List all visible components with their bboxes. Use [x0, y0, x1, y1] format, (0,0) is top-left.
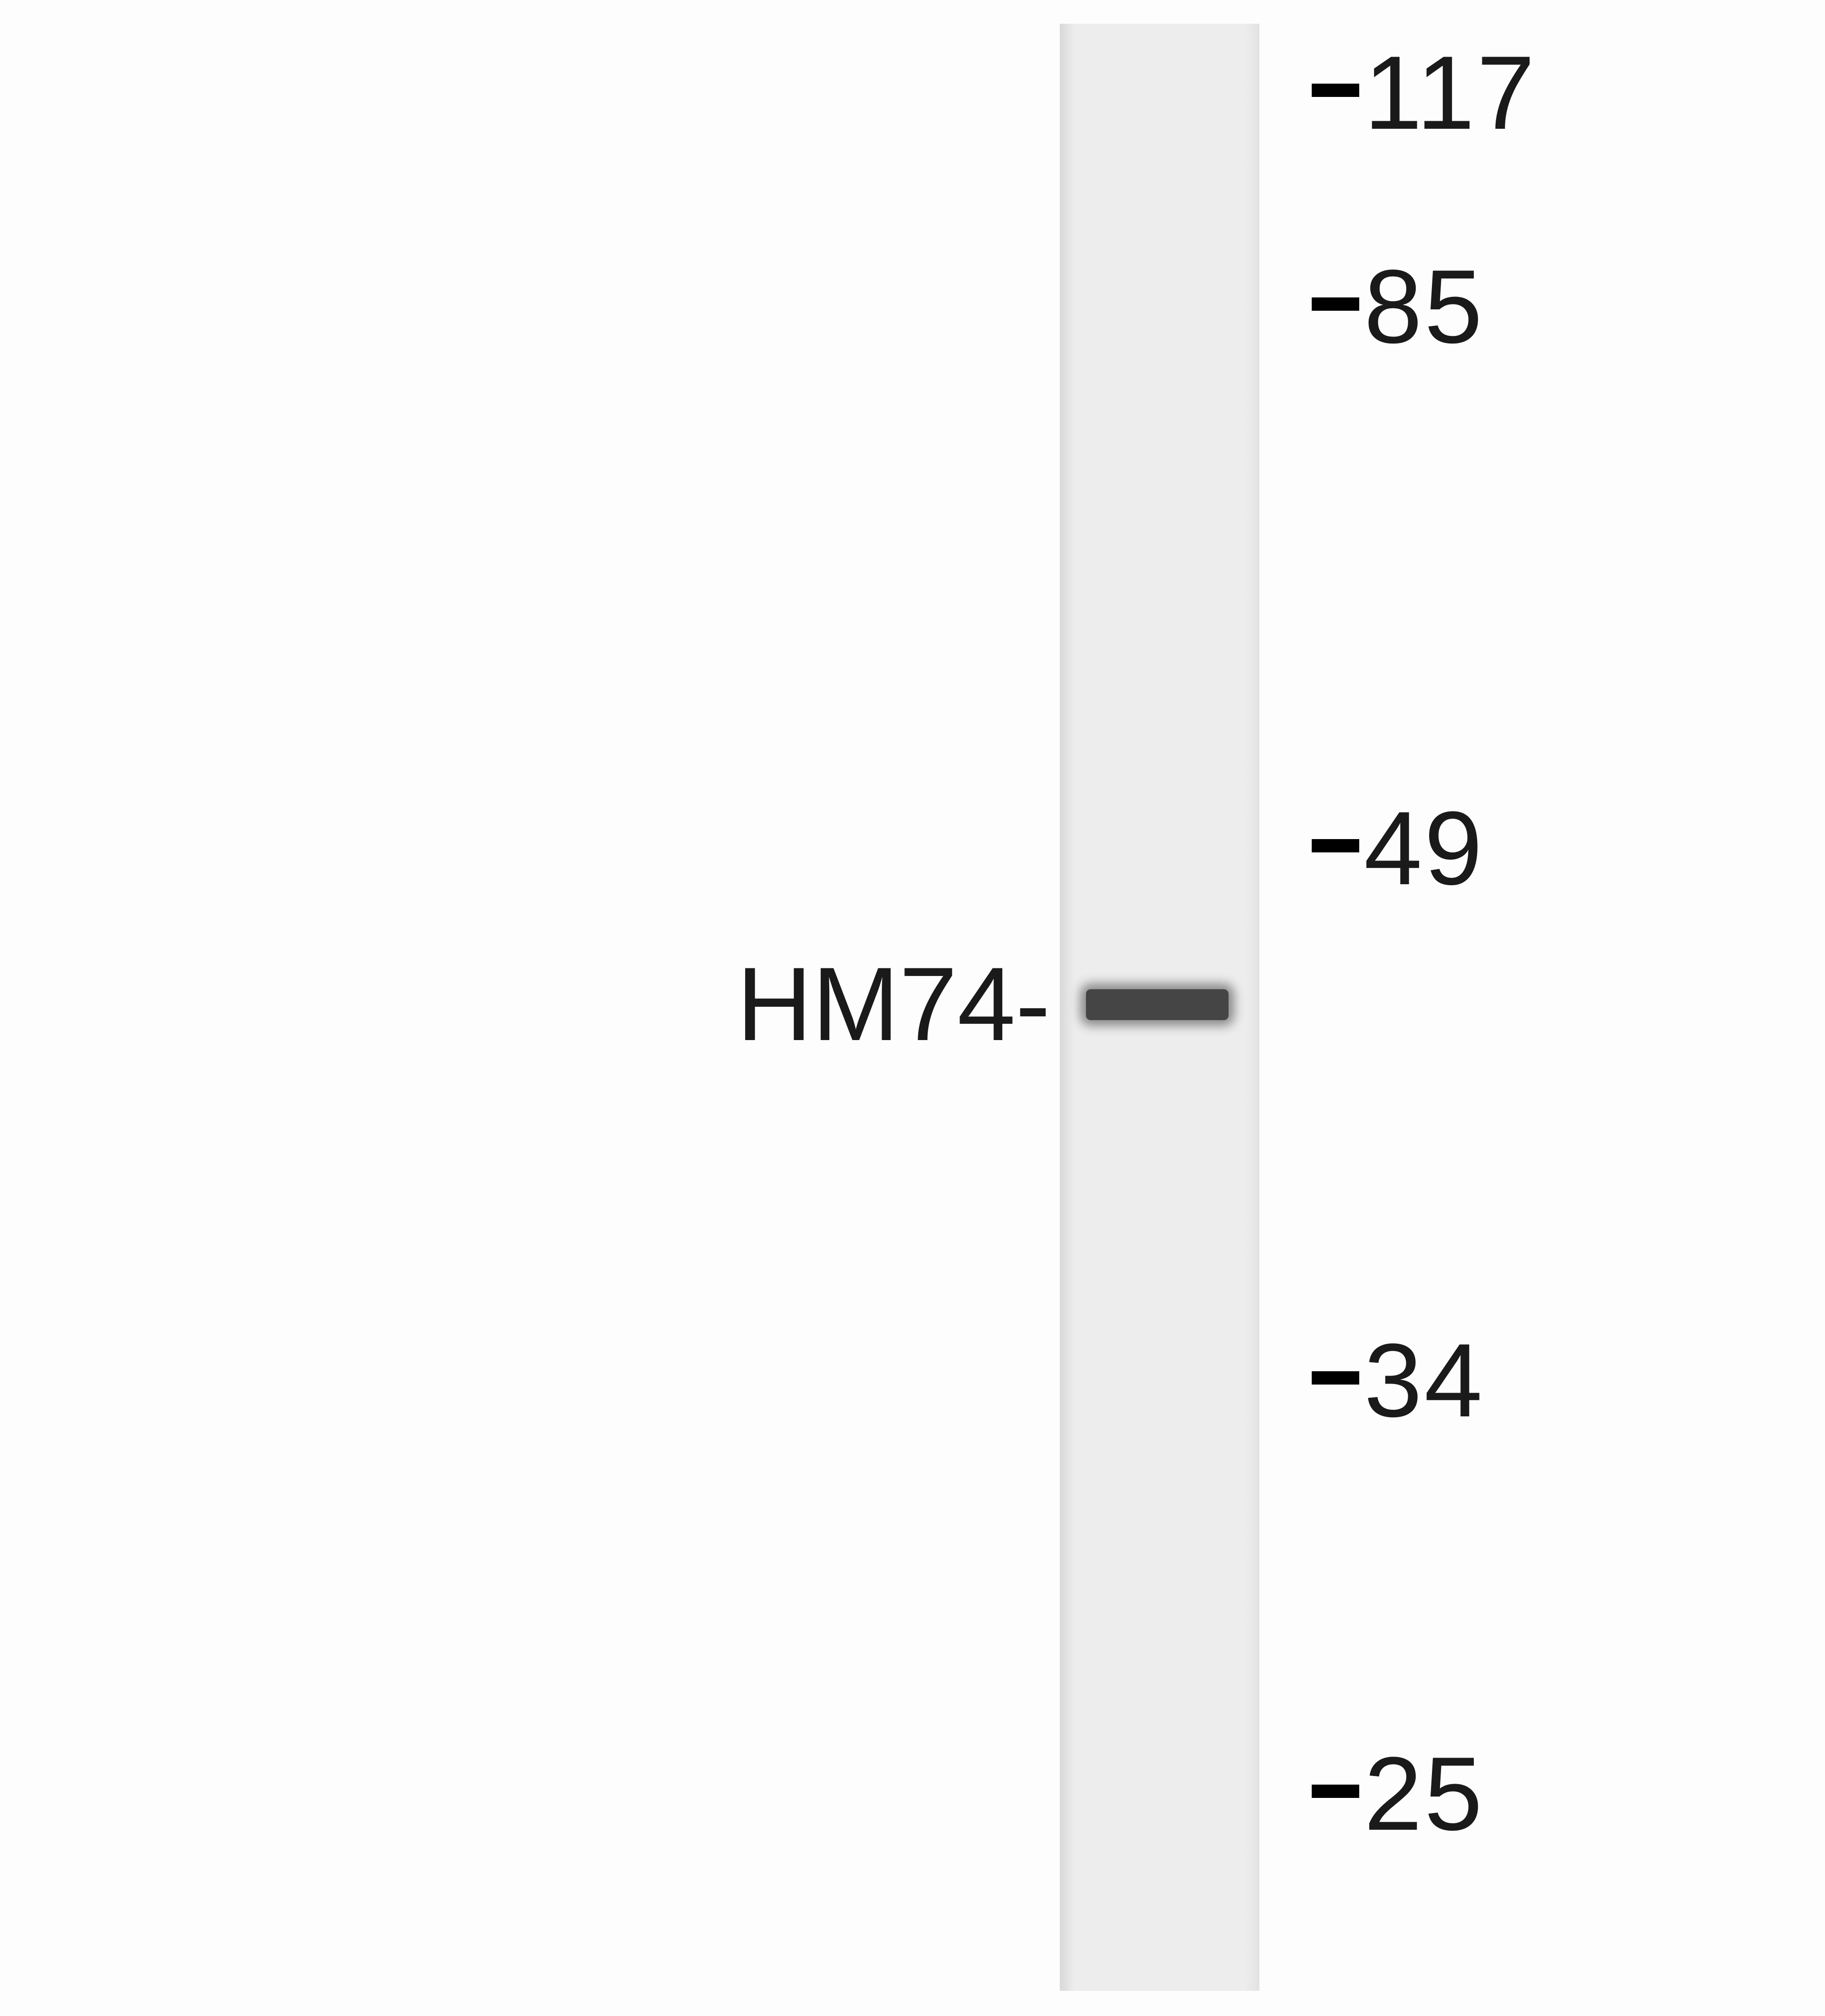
mw-marker-label: 117: [1364, 33, 1537, 153]
mw-marker-tick: [1312, 1371, 1359, 1385]
mw-marker-tick: [1312, 839, 1359, 852]
mw-marker-label: 85: [1364, 247, 1485, 367]
mw-marker-label: 25: [1364, 1734, 1485, 1854]
mw-marker-tick: [1312, 84, 1359, 97]
mw-marker-tick: [1312, 297, 1359, 311]
protein-band-hm74: [1086, 989, 1229, 1020]
mw-marker-tick: [1312, 1785, 1359, 1798]
band-label-hm74: HM74-: [737, 944, 1050, 1064]
western-blot-figure: HM74- 117 85 49 34 25: [0, 0, 1825, 2016]
band-label-tick: -: [1016, 946, 1050, 1062]
mw-marker-label: 34: [1364, 1320, 1485, 1441]
band-label-text: HM74: [737, 946, 1016, 1062]
mw-marker-label: 49: [1364, 788, 1485, 908]
